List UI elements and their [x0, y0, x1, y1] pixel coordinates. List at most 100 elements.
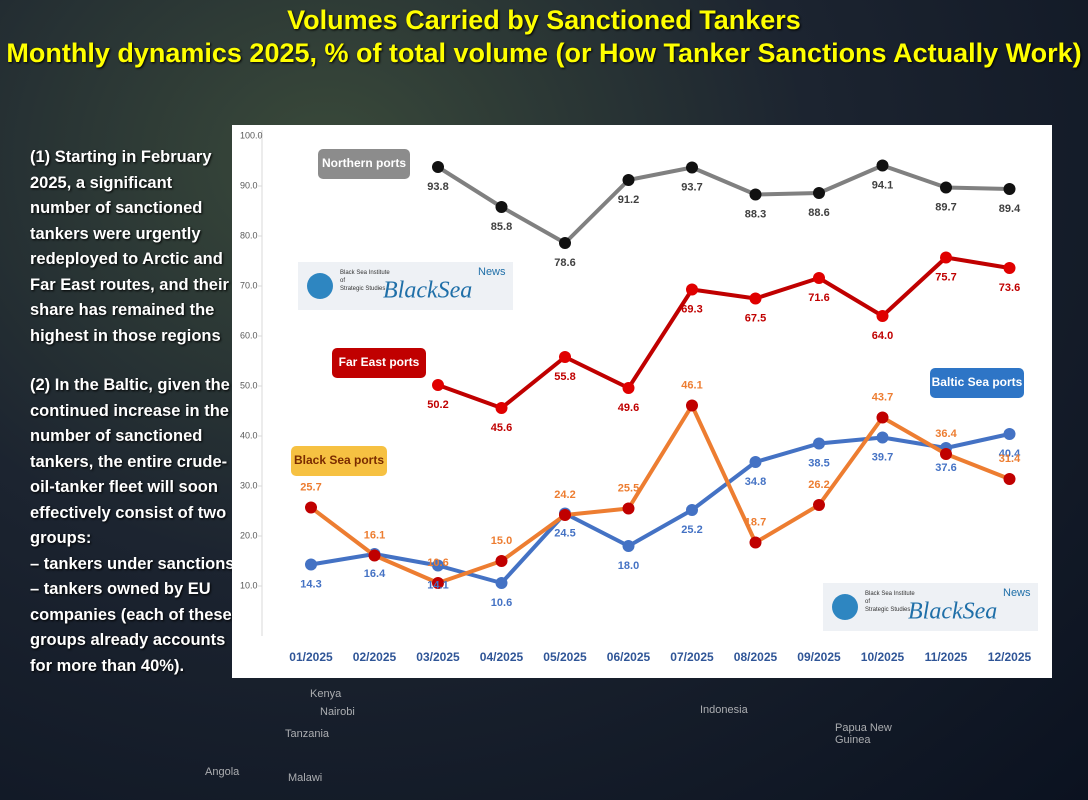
data-label: 38.5 — [808, 457, 829, 469]
data-label: 18.7 — [745, 516, 766, 528]
data-point — [559, 351, 571, 363]
x-tick-label: 03/2025 — [416, 650, 460, 664]
data-point — [622, 174, 635, 186]
data-label: 16.4 — [364, 568, 386, 580]
data-point — [876, 411, 889, 424]
data-point — [1003, 428, 1016, 440]
titles: Volumes Carried by Sanctioned Tankers Mo… — [0, 4, 1088, 70]
data-point — [559, 237, 571, 249]
series-line — [310, 432, 1010, 585]
data-label: 50.2 — [427, 399, 448, 411]
logo-icon — [307, 273, 333, 299]
logo-tag: News — [1003, 587, 1031, 599]
data-label: 93.7 — [681, 181, 702, 193]
list-item: – tankers owned by EU companies (each of… — [30, 580, 232, 675]
data-point — [876, 310, 889, 322]
logo-institute-line: Strategic Studies — [340, 286, 385, 292]
data-point — [876, 431, 889, 444]
x-tick-label: 07/2025 — [670, 650, 714, 664]
data-point — [1003, 262, 1016, 274]
logo-institute-line: Black Sea Institute — [340, 270, 390, 276]
y-tick-label: 50.0 — [240, 380, 258, 390]
map-label: Papua New Guinea — [835, 722, 892, 746]
x-tick-label: 09/2025 — [797, 650, 841, 664]
logo-brand: BlackSea — [383, 278, 472, 304]
data-label: 43.7 — [872, 391, 893, 403]
data-label: 67.5 — [745, 312, 766, 324]
data-label: 85.8 — [491, 221, 512, 233]
data-point — [305, 558, 317, 571]
data-label: 49.6 — [618, 402, 639, 414]
data-point — [940, 448, 952, 460]
data-label: 26.2 — [808, 479, 829, 491]
logo-institute-line: Strategic Studies — [865, 607, 910, 613]
data-point — [813, 272, 825, 284]
data-point — [1003, 183, 1016, 195]
data-point — [432, 379, 444, 391]
data-label: 88.3 — [745, 208, 766, 220]
series-line — [309, 403, 1011, 585]
logo-tag: News — [478, 266, 506, 278]
logo-brand: BlackSea — [908, 599, 997, 625]
data-label: 71.6 — [808, 292, 829, 304]
data-label: 89.7 — [935, 201, 956, 213]
data-label: 31.4 — [999, 453, 1021, 465]
data-point — [622, 382, 635, 394]
data-label: 46.1 — [681, 379, 702, 391]
y-tick-label: 80.0 — [240, 230, 258, 240]
data-label: 64.0 — [872, 330, 893, 342]
map-label: Indonesia — [700, 704, 748, 716]
data-point — [432, 161, 444, 173]
data-label: 25.2 — [681, 524, 702, 536]
legend-label: Northern ports — [322, 156, 406, 170]
logo-institute: Black Sea Institute of Strategic Studies — [340, 270, 390, 292]
data-point — [813, 437, 825, 450]
y-tick-label: 100.0 — [240, 130, 263, 140]
data-point — [559, 509, 571, 521]
data-label: 73.6 — [999, 282, 1020, 294]
logo-background — [823, 583, 1038, 631]
data-label: 88.6 — [808, 207, 829, 219]
map-label: Malawi — [288, 772, 323, 784]
data-point — [1003, 473, 1016, 485]
data-label: 14.1 — [427, 579, 448, 591]
data-label: 94.1 — [872, 179, 893, 191]
x-tick-label: 01/2025 — [289, 650, 333, 664]
data-label: 40.4 — [999, 448, 1021, 460]
y-tick-label: 60.0 — [240, 330, 258, 340]
legend-label: Far East ports — [339, 355, 420, 369]
chart-title: Volumes Carried by Sanctioned Tankers — [287, 5, 801, 35]
data-point — [813, 187, 825, 199]
legend-label: Black Sea ports — [294, 453, 384, 467]
data-label: 45.6 — [491, 422, 512, 434]
data-point — [686, 283, 698, 296]
data-label: 16.1 — [364, 529, 385, 541]
x-tick-label: 04/2025 — [480, 650, 524, 664]
data-label: 24.5 — [554, 527, 575, 539]
data-label: 24.2 — [554, 489, 575, 501]
data-label: 18.0 — [618, 560, 639, 572]
data-label: 10.6 — [491, 597, 512, 609]
logo-icon — [832, 594, 858, 620]
data-point — [622, 502, 635, 515]
x-tick-label: 02/2025 — [353, 650, 397, 664]
data-label: 75.7 — [935, 271, 956, 283]
data-point — [686, 399, 698, 412]
logo-institute-line: of — [340, 278, 345, 284]
logo-institute-line: of — [865, 599, 870, 605]
data-point — [749, 456, 762, 468]
side-text: (1) Starting in February 2025, a signifi… — [30, 145, 235, 679]
data-label: 34.8 — [745, 476, 766, 488]
logo-background — [298, 262, 513, 310]
legend-box — [930, 368, 1024, 398]
list-item: – tankers under sanctions — [30, 554, 235, 573]
data-point — [305, 501, 317, 514]
data-point — [686, 161, 698, 174]
data-label: 10.6 — [427, 557, 448, 569]
x-tick-label: 06/2025 — [607, 650, 651, 664]
y-tick-label: 10.0 — [240, 580, 258, 590]
legend-box — [291, 446, 387, 476]
data-label: 15.0 — [491, 535, 512, 547]
paragraph: (1) Starting in February 2025, a signifi… — [30, 148, 229, 345]
